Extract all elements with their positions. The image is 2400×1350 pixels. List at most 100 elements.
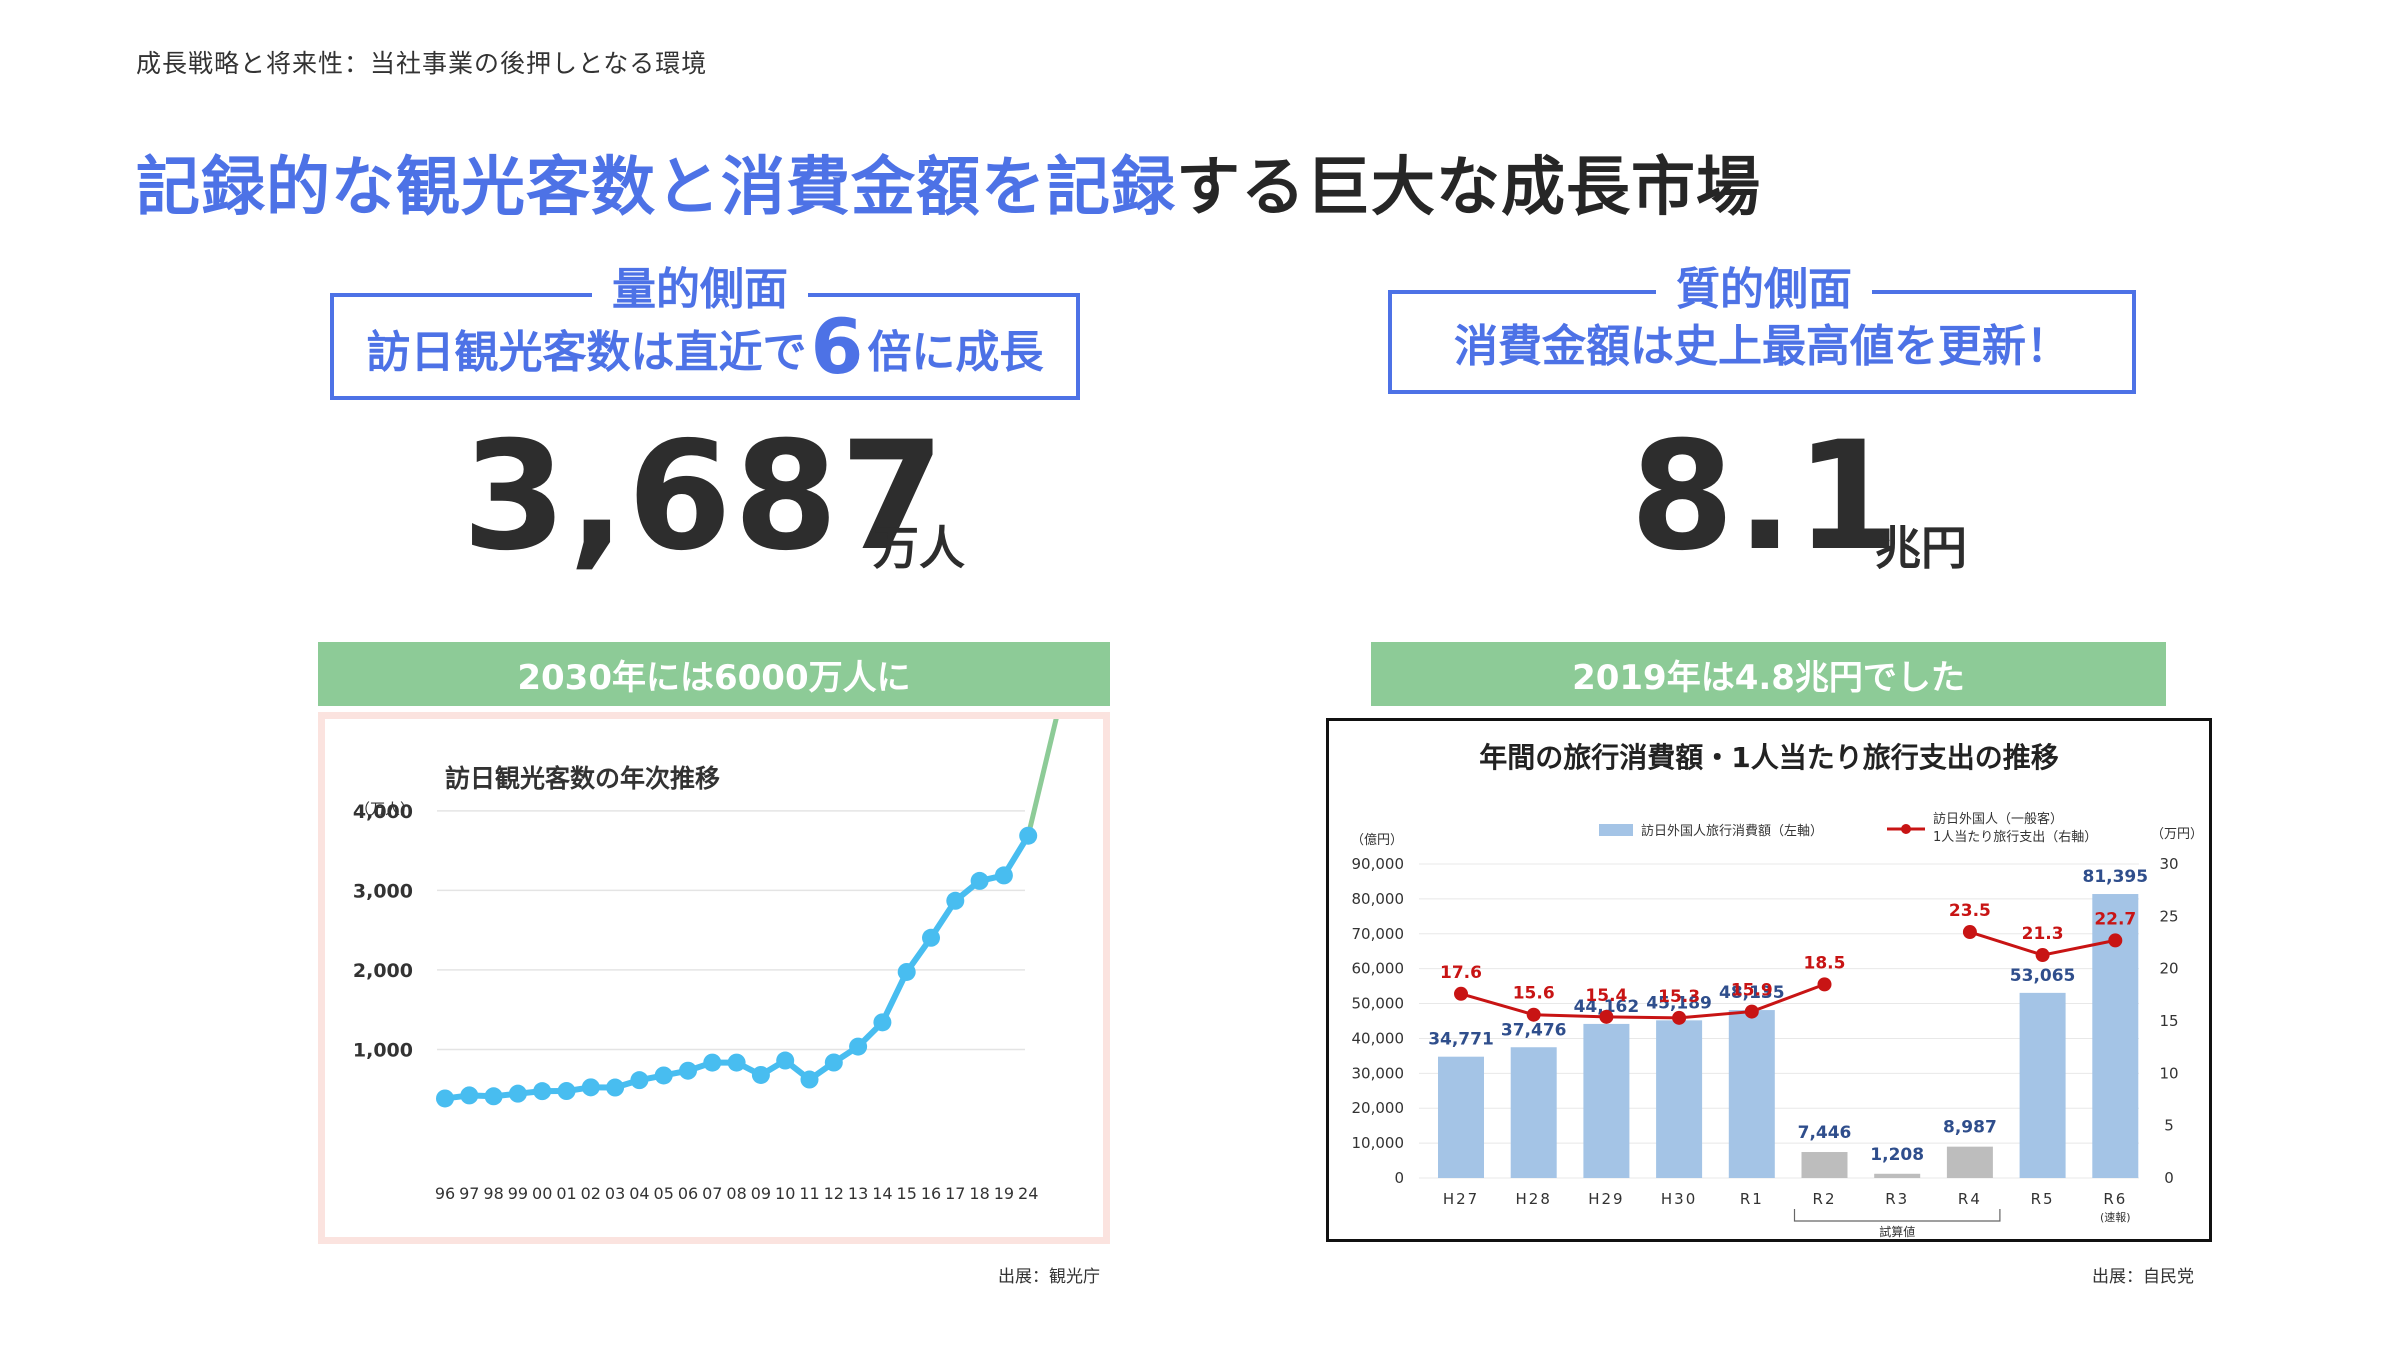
- bar: [1656, 1020, 1703, 1178]
- spend-point: [1526, 1007, 1541, 1022]
- right-big-number: 8.1: [1630, 410, 1902, 584]
- left-headline-number: 6: [810, 302, 864, 391]
- spend-value-label: 15.9: [1731, 981, 1773, 1001]
- data-point: [703, 1053, 722, 1072]
- right-tick-label: 10: [2159, 1064, 2178, 1082]
- right-green-bar: 2019年は4.8兆円でした: [1371, 642, 2166, 706]
- right-tick-label: 20: [2159, 960, 2178, 978]
- bar: [1583, 1023, 1630, 1178]
- left-big-number: 3,687: [462, 410, 947, 584]
- data-point: [970, 871, 989, 890]
- x-tick-label: 11: [799, 1184, 819, 1203]
- data-point: [581, 1078, 600, 1097]
- bar: [1728, 1010, 1775, 1178]
- data-point: [533, 1082, 552, 1101]
- spend-value-label: 18.5: [1804, 953, 1846, 973]
- x-tick-label: 15: [897, 1184, 917, 1203]
- breadcrumb: 成長戦略と将来性：当社事業の後押しとなる環境: [136, 49, 708, 78]
- x-tick-label: 18: [969, 1184, 989, 1203]
- x-tick-label: 09: [751, 1184, 771, 1203]
- estimate-bracket: [1793, 1209, 2001, 1222]
- data-point: [776, 1051, 795, 1070]
- right-axis-unit: （万円）: [2151, 827, 2203, 842]
- spending-chart-panel: 年間の旅行消費額・1人当たり旅行支出の推移 訪日外国人旅行消費額（左軸） 訪日外国人…: [1326, 718, 2212, 1242]
- right-section-label: 質的側面: [1656, 253, 1872, 317]
- left-tick-label: 40,000: [1352, 1029, 1405, 1047]
- x-tick-label: 96: [435, 1184, 455, 1203]
- right-tick-label: 30: [2159, 855, 2178, 873]
- spend-line: [1460, 982, 1826, 1020]
- x-tick-label: 13: [848, 1184, 868, 1203]
- y-axis-unit: （万人）: [355, 800, 415, 818]
- left-tick-label: 30,000: [1352, 1064, 1405, 1082]
- data-point: [994, 866, 1013, 885]
- x-tick-label: 06: [678, 1184, 698, 1203]
- left-tick-label: 20,000: [1352, 1099, 1405, 1117]
- bar: [1438, 1056, 1484, 1178]
- y-tick-label: 4,000: [353, 801, 413, 823]
- legend-bar-swatch: [1599, 824, 1633, 836]
- data-point: [922, 928, 940, 947]
- x-tick-label: 00: [532, 1184, 552, 1203]
- data-point: [630, 1071, 649, 1090]
- estimate-bracket-label: 試算値: [1879, 1224, 1915, 1239]
- bar: [1874, 1173, 1921, 1178]
- projection-line: [1025, 649, 1075, 839]
- bar: [1946, 1146, 1993, 1178]
- data-point: [751, 1065, 770, 1084]
- chart-title: 訪日観光客数の年次推移: [445, 764, 720, 793]
- x-tick-label: 17: [945, 1184, 965, 1203]
- data-point: [557, 1082, 576, 1101]
- spend-value-label: 21.3: [2022, 924, 2064, 944]
- legend-bar-label: 訪日外国人旅行消費額（左軸）: [1641, 823, 1823, 839]
- bar-value-label: 1,208: [1870, 1145, 1924, 1165]
- right-tick-label: 25: [2159, 907, 2178, 925]
- left-axis-unit: （億円）: [1351, 832, 1403, 848]
- left-tick-label: 80,000: [1352, 890, 1405, 908]
- x-tick-label: 16: [921, 1184, 941, 1203]
- x-tick-label: 19: [994, 1184, 1014, 1203]
- x-tick-label: 01: [556, 1184, 576, 1203]
- left-headline-box: 訪日観光客数は直近で6倍に成長: [330, 293, 1080, 400]
- left-tick-label: 0: [1394, 1169, 1404, 1187]
- chart-title: 年間の旅行消費額・1人当たり旅行支出の推移: [1479, 741, 2059, 774]
- left-green-bar: 2030年には6000万人に: [318, 642, 1110, 706]
- legend-line-marker: [1901, 824, 1911, 834]
- spend-value-label: 23.5: [1949, 901, 1991, 921]
- left-tick-label: 70,000: [1352, 925, 1405, 943]
- data-point: [1019, 826, 1038, 845]
- data-point: [800, 1070, 819, 1089]
- spend-value-label: 17.6: [1440, 963, 1482, 983]
- spend-point: [1454, 986, 1468, 1001]
- bar-value-label: 44,162: [1574, 997, 1640, 1017]
- category-label: R5: [2031, 1190, 2055, 1208]
- category-label: H27: [1443, 1190, 1479, 1208]
- right-tick-label: 5: [2164, 1117, 2174, 1135]
- page-title-highlight: 記録的な観光客数と消費金額を記録: [136, 151, 1176, 225]
- data-point: [460, 1086, 479, 1105]
- right-tick-label: 15: [2159, 1012, 2178, 1030]
- spend-value-label: 15.4: [1585, 986, 1627, 1006]
- left-tick-label: 60,000: [1352, 960, 1405, 978]
- left-source: 出展：観光庁: [998, 1267, 1100, 1287]
- x-tick-label: 99: [508, 1184, 528, 1203]
- bar-value-label: 45,189: [1646, 993, 1712, 1013]
- visitors-chart-panel: 訪日観光客数の年次推移 （万人） 1,000 2,000 3,000 4,000 96 97 9…: [318, 643, 1110, 1244]
- x-tick-label: 02: [581, 1184, 601, 1203]
- category-label: R1: [1740, 1190, 1764, 1208]
- x-tick-label: 03: [605, 1184, 625, 1203]
- category-label: R3: [1885, 1190, 1909, 1208]
- bar-value-label: 53,065: [2010, 966, 2076, 986]
- data-point: [679, 1061, 697, 1080]
- spend-point: [2035, 948, 2050, 963]
- data-point: [873, 1013, 892, 1032]
- right-headline: 消費金額は史上最高値を更新！: [1454, 321, 2070, 372]
- spend-point: [1962, 925, 1977, 940]
- category-label: R2: [1813, 1190, 1837, 1208]
- y-tick-label: 1,000: [353, 1039, 413, 1061]
- left-headline-post: 倍に成長: [867, 327, 1044, 378]
- bar-value-label: 8,987: [1943, 1118, 1997, 1138]
- spend-point: [1672, 1010, 1687, 1025]
- data-point: [824, 1053, 843, 1072]
